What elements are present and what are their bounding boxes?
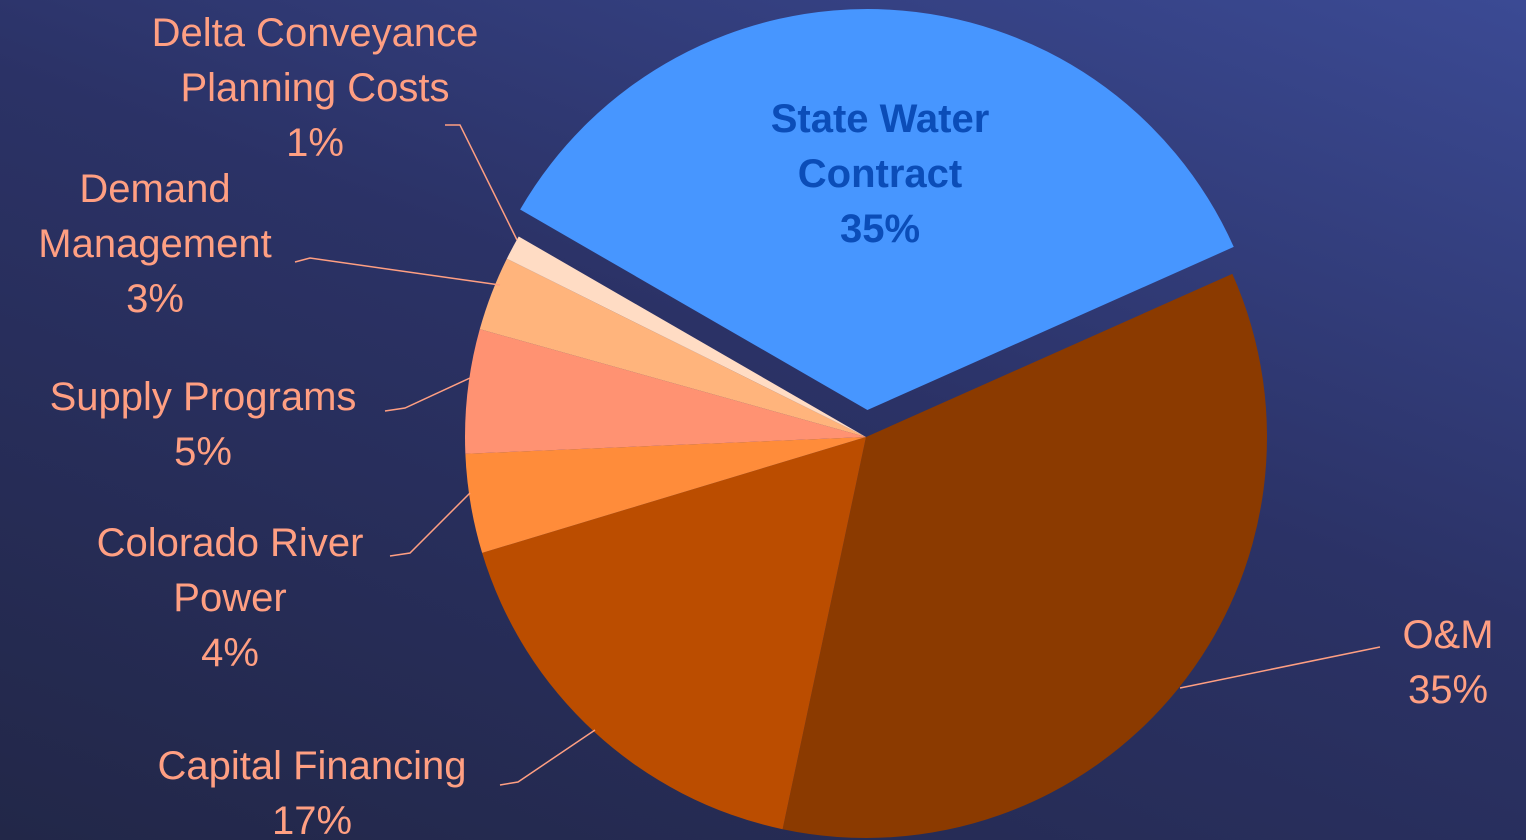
value-label: 3%: [126, 277, 184, 321]
leader-line: [389, 492, 471, 557]
pie-slice: [482, 437, 866, 830]
slice-label: O&M 35%: [1368, 608, 1526, 718]
category-label: Demand Management: [38, 167, 272, 266]
pie-slice: [465, 329, 866, 454]
leader-line: [499, 729, 596, 786]
category-label: Supply Programs: [49, 375, 357, 419]
slice-label: Delta Conveyance Planning Costs 1%: [105, 6, 525, 171]
value-label: 35%: [1407, 668, 1489, 712]
pie-slice: [782, 273, 1268, 839]
pie-slice: [479, 258, 866, 437]
pie-slice: [465, 437, 866, 553]
leader-line: [445, 124, 518, 241]
category-label: Capital Financing: [157, 744, 467, 788]
value-label: 5%: [174, 430, 232, 474]
pie-slice: [520, 9, 1234, 411]
pie-slice: [506, 236, 866, 437]
slice-label: Demand Management 3%: [5, 162, 305, 327]
slice-label: Supply Programs 5%: [0, 370, 413, 480]
value-label: 1%: [286, 121, 344, 165]
value-label: 17%: [271, 799, 353, 840]
leader-line: [1179, 646, 1381, 689]
leader-line: [384, 377, 471, 412]
value-label: 35%: [839, 207, 921, 251]
value-label: 4%: [201, 631, 259, 675]
category-label: O&M: [1402, 613, 1494, 657]
slice-label: State Water Contract 35%: [700, 92, 1060, 257]
slice-label: Colorado River Power 4%: [60, 516, 400, 681]
leader-line: [294, 257, 501, 286]
category-label: Delta Conveyance Planning Costs: [151, 11, 479, 110]
slice-label: Capital Financing 17%: [102, 739, 522, 840]
category-label: State Water Contract: [770, 97, 990, 196]
category-label: Colorado River Power: [96, 521, 364, 620]
